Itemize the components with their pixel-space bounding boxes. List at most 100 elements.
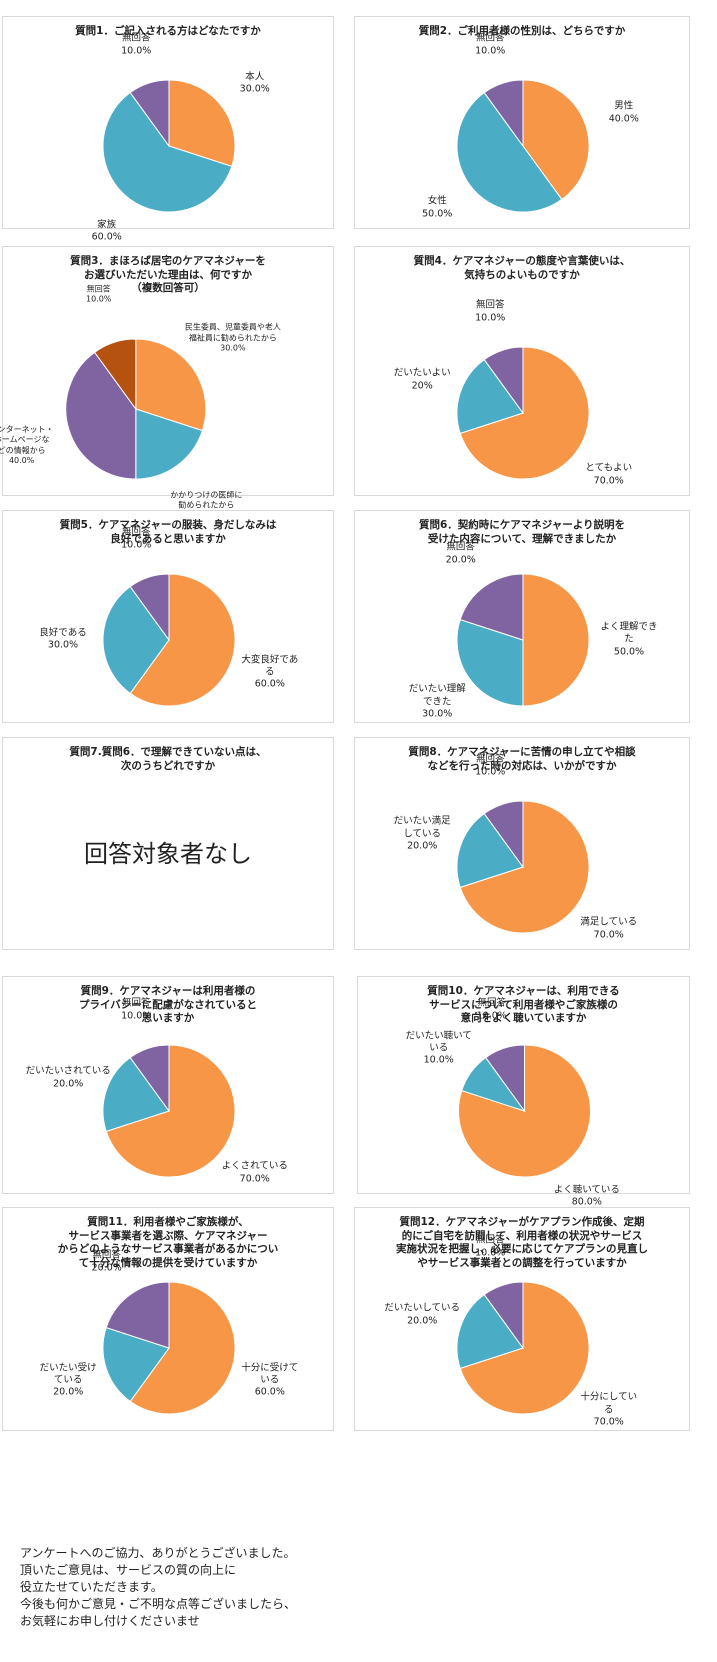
slice-label: よくされている 70.0% [222, 1161, 288, 1186]
category-label: 無回答 [475, 32, 505, 44]
category-label: とてもよい [585, 462, 633, 474]
pie-slice [459, 346, 590, 480]
pie-slice [102, 585, 170, 695]
slice-label: 無回答 20.0% [446, 542, 476, 567]
pie-area [102, 1044, 236, 1178]
slice-label: 無回答 10.0% [475, 300, 505, 325]
pie-slice [485, 1044, 525, 1113]
category-label: だいたい理解 できた [408, 683, 466, 708]
pie-slice [456, 812, 524, 889]
chart-panel: 質問3．まほろば居宅のケアマネジャーを お選びいただいた理由は、何ですか （複数… [0, 246, 334, 520]
slice-label: 男性 40.0% [609, 101, 639, 126]
chart-title: 質問4．ケアマネジャーの態度や言葉使いは、 気持ちのよいものですか [413, 255, 631, 281]
value-label: 30.0% [239, 83, 270, 95]
chart-panel: 質問7.質問6．で理解できていない点は、 次のうちどれですか 回答対象者なし [2, 737, 334, 950]
category-label: だいたい聴いて いる [405, 1030, 472, 1054]
chart-title: 質問5．ケアマネジャーの服装、身だしなみは 良好であると思いますか [59, 519, 277, 545]
pie-slice [456, 1293, 524, 1370]
category-label: よくされている [221, 1160, 288, 1172]
chart-title: 質問3．まほろば居宅のケアマネジャーを お選びいただいた理由は、何ですか （複数… [70, 255, 266, 295]
slice-label: 本人 30.0% [240, 71, 270, 96]
category-label: 無回答 [86, 284, 111, 294]
category-label: 民生委員、児童委員や老人 福祉員に勧められたから [184, 322, 281, 343]
chart-title: 質問1．ご記入される方はどなたですか [75, 25, 261, 37]
pie-area [102, 1281, 236, 1415]
pie-slice [129, 1044, 170, 1113]
value-label: 30.0% [220, 343, 246, 353]
value-label: 20.0% [53, 1386, 84, 1398]
slice-label: 無回答 10.0% [477, 998, 507, 1023]
pie-slice [459, 1281, 590, 1415]
slice-label: 無回答 10.0% [475, 1235, 505, 1260]
slice-label: 無回答 10.0% [86, 284, 111, 305]
pie-slice [458, 1044, 591, 1178]
value-label: 20.0% [91, 1262, 122, 1274]
slice-label: だいたい満足 している 20.0% [394, 816, 451, 853]
value-label: 50.0% [422, 208, 453, 220]
category-label: かかりつけの医師に 勧められたから [170, 490, 243, 510]
slice-label: だいたいよい 20% [394, 368, 451, 393]
chart-panel: 質問4．ケアマネジャーの態度や言葉使いは、 気持ちのよいものですかとてもよい 70… [354, 246, 690, 496]
value-label: 80.0% [571, 1196, 602, 1208]
slice-label: とてもよい 70.0% [585, 463, 632, 488]
slice-label: 無回答 10.0% [121, 33, 151, 58]
category-label: 本人 [245, 71, 265, 83]
slice-label: 十分に受けて いる 60.0% [241, 1362, 298, 1399]
pie-slice [102, 1326, 170, 1403]
category-label: 大変良好である [241, 654, 299, 678]
value-label: 70.0% [593, 475, 624, 487]
category-label: 無回答 [475, 299, 505, 311]
chart-panel: 質問9．ケアマネジャーは利用者様の プライバシーに配慮がなされていると 思います… [2, 976, 334, 1194]
slice-label: 家族 60.0% [92, 219, 122, 244]
category-label: 無回答 [477, 997, 506, 1009]
category-label: だいたいしている [384, 1302, 461, 1314]
footer-line: 今後も何かご意見・ご不明な点等ございましたら、 [20, 1597, 297, 1611]
value-label: 30.0% [47, 640, 79, 651]
chart-panel: 質問10．ケアマネジャーは、利用できる サービスについて利用者様やご家族様の 意… [357, 976, 690, 1208]
pie-slice [483, 79, 524, 148]
slice-label: 無回答 20.0% [92, 1250, 122, 1275]
pie-slice [102, 1056, 170, 1133]
chart-panel: 質問11．利用者様やご家族様が、 サービス事業者を選ぶ際、ケアマネジャー からど… [2, 1207, 334, 1431]
slice-label: 無回答 10.0% [121, 527, 151, 552]
chart-panel: 質問1．ご記入される方はどなたですか本人 30.0% 家族 60.0% 無回答 10.0% [2, 16, 334, 243]
category-label: だいたいよい [393, 367, 451, 379]
slice-label: 無回答 10.0% [121, 998, 151, 1023]
category-label: 無回答 [92, 1249, 121, 1261]
slice-label: 無回答 10.0% [475, 754, 505, 779]
pie-slice [456, 91, 563, 213]
category-label: よく聴いている [553, 1184, 620, 1196]
category-label: だいたい受け ている [39, 1362, 97, 1386]
chart-panel: 質問12．ケアマネジャーがケアプラン作成後、定期 的にご自宅を訪問して、利用者様… [354, 1207, 690, 1431]
value-label: 20.0% [407, 840, 438, 852]
pie-slice [483, 1281, 524, 1350]
chart-title: 質問10．ケアマネジャーは、利用できる サービスについて利用者様やご家族様の 意… [427, 985, 620, 1025]
slice-label: だいたい理解 できた 30.0% [409, 684, 466, 721]
pie-area [456, 573, 590, 707]
value-label: 10.0% [121, 539, 152, 551]
value-label: 60.0% [91, 231, 122, 243]
value-label: 10.0% [475, 312, 506, 324]
chart-title: 質問6．契約時にケアマネジャーより説明を 受けた内容について、理解できましたか [418, 519, 626, 545]
slice-label: だいたいされている 20.0% [26, 1066, 111, 1091]
pie-area [458, 1044, 591, 1178]
value-label: 20% [411, 380, 433, 392]
category-label: 無回答 [121, 526, 151, 538]
pie-slice [129, 573, 170, 642]
pie-area [456, 79, 590, 213]
category-label: インターネット・ ホームページな どの情報から [0, 425, 54, 456]
pie-area [102, 573, 236, 707]
value-label: 10.0% [475, 766, 506, 778]
category-label: 満足している [580, 916, 638, 928]
slice-label: だいたい受け ている 20.0% [40, 1362, 97, 1399]
value-label: 20.0% [53, 1078, 84, 1090]
pie-slice [522, 573, 590, 707]
slice-label: だいたいしている 20.0% [384, 1303, 460, 1328]
chart-title: 質問11．利用者様やご家族様が、 サービス事業者を選ぶ際、ケアマネジャー からど… [57, 1216, 279, 1269]
category-label: だいたい満足 している [393, 815, 451, 840]
pie-slice [135, 338, 207, 432]
category-label: 家族 [97, 219, 117, 231]
pie-area [456, 800, 590, 934]
